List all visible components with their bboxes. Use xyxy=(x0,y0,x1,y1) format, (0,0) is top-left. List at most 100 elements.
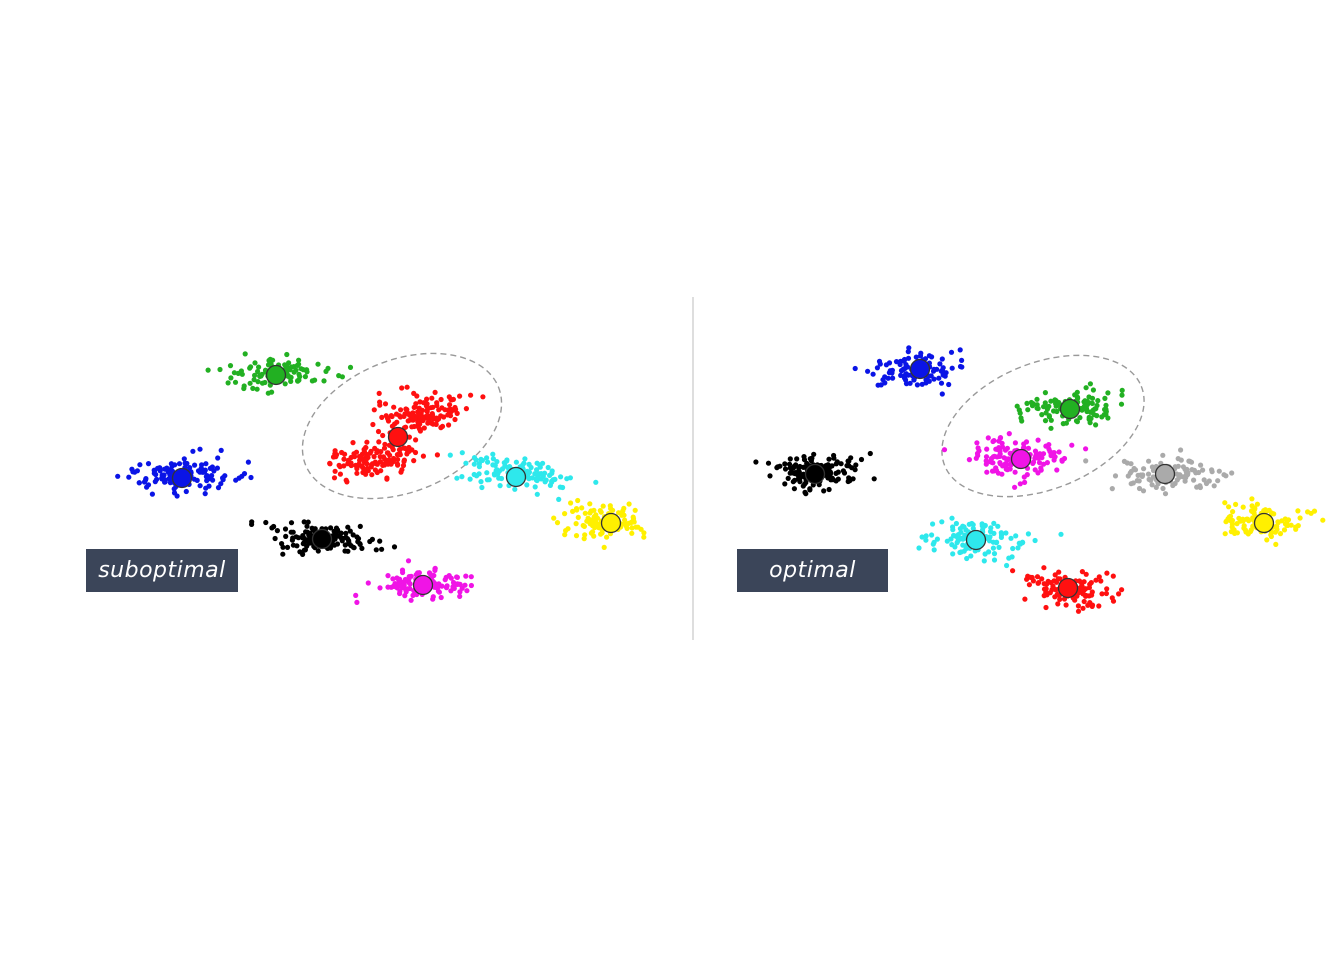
blue-point xyxy=(925,377,931,383)
gray-point xyxy=(1134,478,1140,484)
magenta-point xyxy=(987,458,993,465)
cyan-centroid xyxy=(505,466,527,488)
red-point xyxy=(429,411,435,417)
cyan-point xyxy=(950,551,956,557)
green-point xyxy=(347,364,354,370)
green-point xyxy=(257,373,263,379)
red-point xyxy=(1030,578,1036,584)
gray-point xyxy=(1175,456,1181,462)
cyan-point xyxy=(476,464,482,470)
green-point xyxy=(1074,419,1080,425)
green-point xyxy=(291,364,297,370)
red-point xyxy=(450,396,456,402)
cyan-point xyxy=(970,522,976,528)
blue-centroid xyxy=(909,358,931,380)
magenta-point xyxy=(1030,460,1036,466)
cyan-point xyxy=(484,477,490,483)
cyan-point xyxy=(556,496,562,502)
magenta-point xyxy=(426,570,433,576)
green-point xyxy=(1077,415,1083,421)
black-point xyxy=(841,470,848,476)
cyan-point xyxy=(939,519,945,525)
magenta-point xyxy=(399,567,406,573)
blue-point xyxy=(939,356,945,362)
magenta-point xyxy=(454,581,460,587)
magenta-point xyxy=(1036,460,1043,466)
green-point xyxy=(1042,400,1048,406)
blue-point xyxy=(901,375,908,381)
red-point xyxy=(452,416,458,423)
magenta-point xyxy=(1007,450,1013,456)
cyan-point xyxy=(930,521,936,527)
blue-point xyxy=(218,447,224,453)
magenta-point xyxy=(468,574,474,580)
blue-point xyxy=(897,361,903,368)
red-point xyxy=(1034,574,1041,580)
red-point xyxy=(424,396,430,402)
gray-point xyxy=(1174,477,1180,483)
suboptimal-label: suboptimal xyxy=(86,549,238,592)
red-point xyxy=(1055,576,1061,582)
magenta-point xyxy=(443,574,449,581)
yellow-point xyxy=(585,515,591,521)
red-point xyxy=(1088,580,1094,586)
magenta-point xyxy=(1035,437,1041,443)
yellow-point xyxy=(1281,527,1288,533)
magenta-point xyxy=(444,583,450,589)
cyan-point xyxy=(996,544,1002,551)
blue-point xyxy=(141,479,148,485)
yellow-point xyxy=(580,522,586,529)
blue-point xyxy=(959,364,965,370)
red-point xyxy=(1053,587,1059,593)
black-point xyxy=(834,459,840,465)
red-point xyxy=(339,449,345,456)
blue-point xyxy=(155,465,161,471)
yellow-point xyxy=(633,524,639,530)
magenta-point xyxy=(439,583,445,589)
yellow-point xyxy=(1297,515,1303,521)
magenta-point xyxy=(1001,455,1007,461)
magenta-point xyxy=(468,582,474,589)
green-point xyxy=(288,378,294,384)
green-point xyxy=(259,380,266,386)
blue-point xyxy=(181,456,187,462)
gray-point xyxy=(1229,470,1235,476)
gray-point xyxy=(1162,491,1169,497)
red-point xyxy=(1086,585,1092,591)
black-point xyxy=(301,519,307,525)
green-point xyxy=(1034,402,1040,408)
green-point xyxy=(1048,398,1054,404)
blue-point xyxy=(214,465,220,471)
yellow-point xyxy=(601,544,607,551)
red-point xyxy=(374,469,380,476)
suboptimal-panel xyxy=(115,351,647,606)
gray-point xyxy=(1216,468,1222,474)
blue-point xyxy=(187,465,193,471)
yellow-point xyxy=(1243,529,1249,535)
magenta-point xyxy=(402,593,408,599)
cyan-point xyxy=(1004,562,1010,569)
magenta-point xyxy=(1050,450,1056,456)
cyan-point xyxy=(538,476,544,482)
magenta-point xyxy=(397,590,403,597)
red-point xyxy=(420,453,426,459)
black-point xyxy=(787,456,793,462)
cyan-point xyxy=(512,486,518,492)
yellow-point xyxy=(1311,508,1318,514)
cyan-point xyxy=(931,539,937,545)
cyan-point xyxy=(549,478,555,484)
magenta-point xyxy=(390,576,396,582)
magenta-point xyxy=(999,471,1005,477)
black-point xyxy=(391,544,398,550)
magenta-point xyxy=(451,585,457,592)
black-point xyxy=(300,551,306,558)
yellow-point xyxy=(600,503,606,509)
cyan-point xyxy=(934,536,941,542)
black-point xyxy=(835,476,841,482)
cyan-point xyxy=(1015,545,1021,551)
green-point xyxy=(252,372,258,378)
magenta-point xyxy=(450,579,457,586)
blue-point xyxy=(159,472,165,478)
black-point xyxy=(350,532,356,538)
